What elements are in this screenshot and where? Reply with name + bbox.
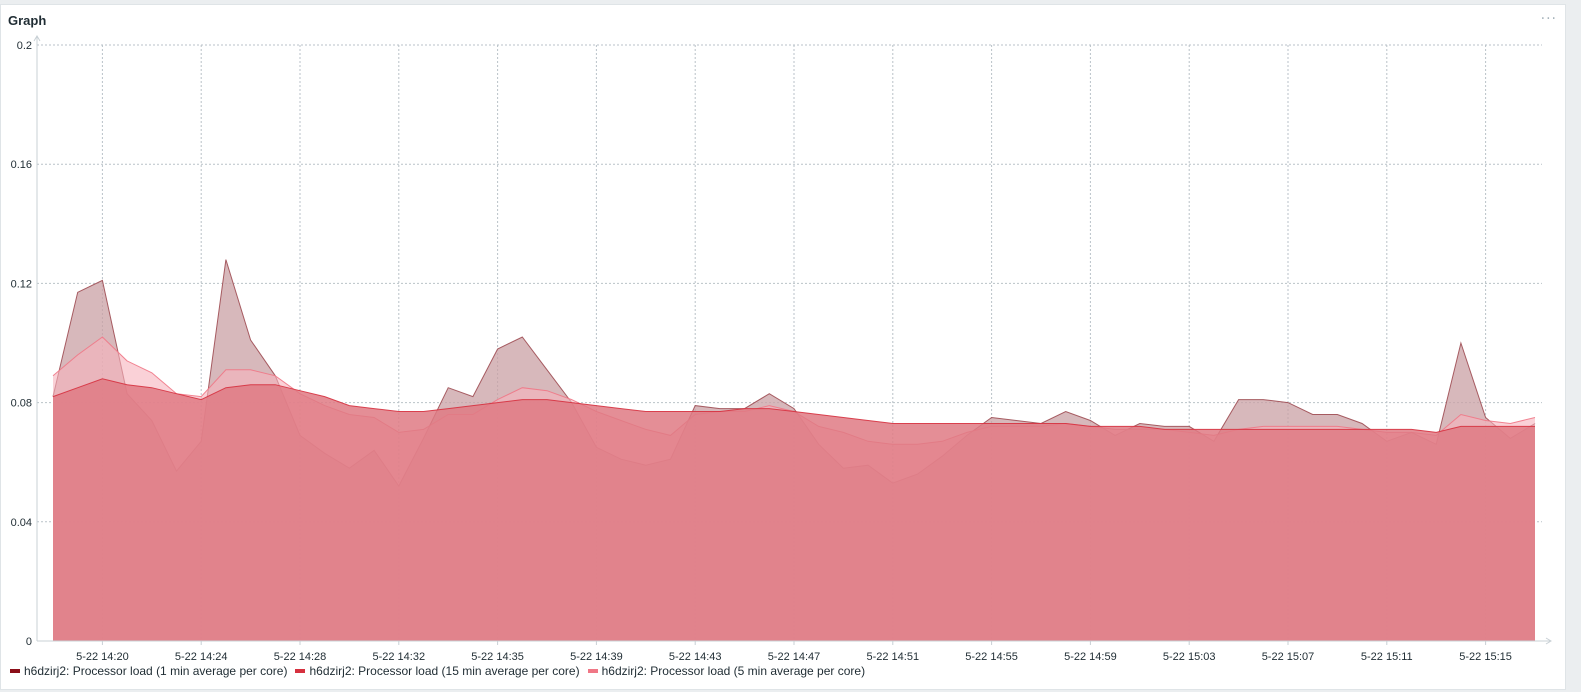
y-tick-label: 0.08 — [11, 398, 32, 410]
x-tick-label: 5-22 14:47 — [768, 651, 821, 663]
widget-title: Graph — [8, 13, 47, 28]
x-axis-arrow — [1545, 637, 1552, 645]
legend-label-15min: h6dzirj2: Processor load (15 min average… — [309, 664, 580, 678]
x-tick-label: 5-22 14:20 — [76, 651, 129, 663]
x-tick-label: 5-22 15:03 — [1163, 651, 1216, 663]
y-tick-label: 0.04 — [11, 517, 32, 529]
y-tick-label: 0.2 — [17, 40, 32, 52]
x-tick-label: 5-22 14:24 — [175, 651, 228, 663]
x-tick-label: 5-22 14:59 — [1064, 651, 1117, 663]
legend-item-5min[interactable]: h6dzirj2: Processor load (5 min average … — [587, 664, 866, 678]
chart-legend: h6dzirj2: Processor load (1 min average … — [10, 664, 865, 678]
x-tick-label: 5-22 14:32 — [372, 651, 425, 663]
x-tick-label: 5-22 15:15 — [1459, 651, 1512, 663]
series-15min-line — [52, 378, 1535, 433]
x-tick-label: 5-22 14:51 — [866, 651, 919, 663]
legend-swatch-5min — [587, 669, 598, 673]
y-tick-label: 0.16 — [11, 159, 32, 171]
legend-label-5min: h6dzirj2: Processor load (5 min average … — [601, 664, 866, 678]
x-tick-label: 5-22 14:39 — [570, 651, 623, 663]
x-tick-label: 5-22 15:11 — [1361, 651, 1413, 663]
legend-label-1min: h6dzirj2: Processor load (1 min average … — [24, 664, 288, 678]
x-tick-label: 5-22 14:35 — [471, 651, 524, 663]
legend-swatch-1min — [10, 669, 20, 673]
legend-item-1min[interactable]: h6dzirj2: Processor load (1 min average … — [10, 664, 287, 678]
y-tick-label: 0 — [26, 636, 32, 648]
legend-swatch-15min — [295, 669, 306, 673]
y-axis-arrow — [33, 35, 41, 42]
series-15min-area — [53, 378, 1535, 641]
y-tick-label: 0.12 — [11, 278, 32, 290]
x-tick-label: 5-22 14:55 — [965, 651, 1018, 663]
x-tick-label: 5-22 14:43 — [669, 651, 722, 663]
x-tick-label: 5-22 14:28 — [274, 651, 327, 663]
legend-item-15min[interactable]: h6dzirj2: Processor load (15 min average… — [295, 664, 580, 678]
widget-menu-icon[interactable]: ··· — [1540, 11, 1557, 27]
x-tick-label: 5-22 15:07 — [1262, 651, 1315, 663]
